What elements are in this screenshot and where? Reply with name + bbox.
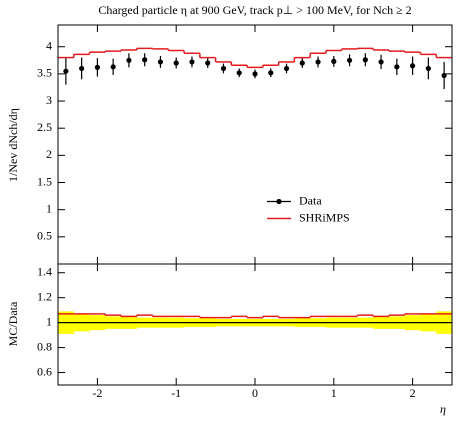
y-tick-label: 3.5 bbox=[37, 66, 52, 80]
x-tick-label: -1 bbox=[171, 386, 181, 400]
y-tick-label: 2 bbox=[46, 147, 52, 161]
plot-frame bbox=[57, 263, 453, 386]
data-point bbox=[315, 59, 321, 65]
y-tick-label: 4 bbox=[46, 38, 52, 52]
data-point bbox=[362, 57, 368, 63]
data-point bbox=[252, 71, 258, 77]
data-point bbox=[410, 63, 416, 69]
x-tick-label: 1 bbox=[331, 386, 337, 400]
data-point bbox=[205, 60, 211, 66]
x-axis-label: η bbox=[440, 402, 446, 416]
legend-marker bbox=[276, 198, 282, 205]
data-point bbox=[425, 65, 431, 72]
data-point bbox=[94, 64, 100, 70]
y-tick-label: 1 bbox=[46, 314, 52, 328]
data-point bbox=[220, 65, 227, 72]
data-point bbox=[346, 57, 353, 63]
x-tick-label: 0 bbox=[252, 386, 258, 400]
data-point bbox=[236, 70, 242, 76]
data-point bbox=[299, 60, 305, 66]
data-point bbox=[142, 57, 148, 63]
y-tick-label: 1 bbox=[46, 201, 52, 215]
data-point bbox=[157, 59, 164, 65]
y-tick-label: 1.4 bbox=[37, 264, 52, 278]
data-point bbox=[268, 70, 274, 76]
data-point bbox=[441, 72, 447, 79]
data-point bbox=[110, 64, 116, 70]
x-tick-label: -2 bbox=[92, 386, 102, 400]
data-point bbox=[126, 57, 132, 63]
data-point bbox=[331, 58, 337, 64]
y-tick-label: 0.6 bbox=[37, 364, 52, 378]
ratio-y-axis-label: MC/Data bbox=[6, 301, 20, 346]
data-point bbox=[79, 65, 85, 72]
data-point bbox=[173, 60, 179, 66]
data-point bbox=[378, 59, 384, 65]
data-point bbox=[394, 64, 400, 70]
y-tick-label: 1.2 bbox=[37, 289, 52, 303]
plot-frame bbox=[57, 24, 453, 265]
y-tick-label: 0.8 bbox=[37, 339, 52, 353]
data-point bbox=[189, 59, 195, 65]
y-tick-label: 2.5 bbox=[37, 120, 52, 134]
data-point bbox=[63, 68, 69, 74]
y-tick-label: 0.5 bbox=[37, 229, 52, 243]
legend-label: Data bbox=[299, 193, 322, 207]
chart-title: Charged particle η at 900 GeV, track p⊥ … bbox=[98, 3, 411, 17]
y-tick-label: 3 bbox=[46, 93, 52, 107]
data-point bbox=[283, 65, 290, 72]
y-axis-label: 1/Nev dNch/dη bbox=[6, 108, 20, 182]
legend-label: SHRiMPS bbox=[299, 210, 350, 224]
y-tick-label: 1.5 bbox=[37, 174, 52, 188]
x-tick-label: 2 bbox=[410, 386, 416, 400]
